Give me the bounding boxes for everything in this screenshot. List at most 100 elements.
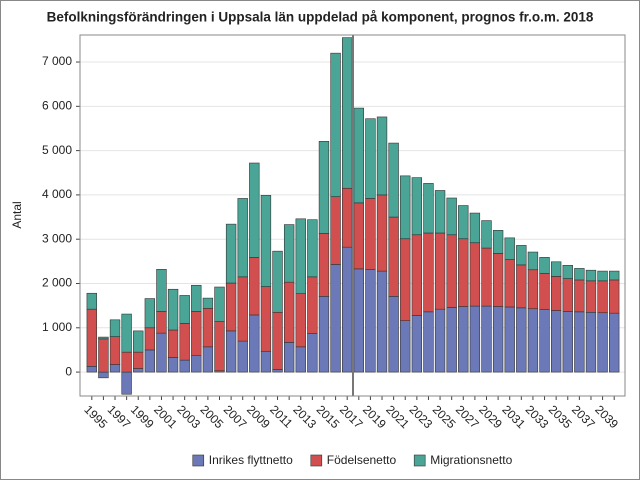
bar-segment: [318, 296, 330, 373]
legend-swatch: [310, 454, 323, 467]
legend: Inrikes flyttnetto Födelsenetto Migrations…: [192, 453, 513, 467]
bar-segment: [492, 230, 504, 254]
bar-segment: [446, 197, 457, 236]
bar-segment: [133, 368, 144, 373]
bar-segment: [225, 223, 237, 284]
bar-segment: [574, 268, 585, 281]
bar-segment: [388, 296, 399, 373]
bar-segment: [307, 333, 318, 373]
bar-segment: [283, 342, 295, 373]
bar-segment: [237, 198, 248, 278]
bar-segment: [260, 195, 272, 287]
bar-segment: [574, 311, 585, 373]
y-tick-label: 7 000: [42, 54, 72, 68]
bar-segment: [388, 216, 399, 297]
bar-segment: [550, 261, 562, 277]
bar-segment: [109, 319, 121, 337]
legend-swatch: [413, 454, 426, 467]
bar-segment: [144, 298, 156, 329]
bar-segment: [423, 183, 434, 234]
bar-segment: [562, 278, 573, 312]
bar-segment: [179, 359, 190, 373]
bar-segment: [191, 284, 202, 312]
bar-segment: [400, 175, 411, 240]
bar-segment: [121, 371, 132, 395]
bar-segment: [446, 234, 457, 308]
bar-segment: [585, 311, 597, 373]
bar-segment: [179, 323, 190, 361]
bar-segment: [295, 346, 306, 373]
bar-segment: [342, 246, 353, 373]
bar-segment: [562, 265, 573, 279]
bar-segment: [597, 270, 608, 282]
bar-segment: [469, 305, 481, 373]
bar-segment: [249, 162, 260, 258]
y-tick-label: 0: [65, 364, 72, 378]
bar-segment: [330, 264, 341, 373]
bar-segment: [225, 330, 237, 373]
bar-segment: [458, 205, 469, 240]
bar-segment: [144, 349, 156, 373]
bar-segment: [516, 307, 527, 373]
bar-segment: [365, 269, 376, 373]
legend-label: Inrikes flyttnetto: [209, 453, 293, 467]
bar-segment: [342, 37, 353, 189]
bar-segment: [318, 141, 330, 234]
bar-segment: [539, 257, 550, 274]
bar-segment: [295, 218, 306, 294]
bar-segment: [191, 355, 202, 373]
bar-segment: [469, 242, 481, 307]
bar-segment: [446, 307, 457, 373]
bar-segment: [550, 310, 562, 373]
bar-segment: [318, 233, 330, 297]
bar-segment: [400, 320, 411, 373]
bar-segment: [504, 237, 515, 260]
bar-segment: [121, 351, 132, 373]
y-tick-label: 1 000: [42, 320, 72, 334]
y-tick-label: 2 000: [42, 276, 72, 290]
bar-segment: [249, 314, 260, 373]
bar-segment: [156, 269, 167, 312]
bar-segment: [144, 327, 156, 351]
bar-segment: [272, 250, 283, 313]
bar-segment: [458, 238, 469, 307]
bar-segment: [492, 306, 504, 373]
bar-segment: [376, 194, 388, 272]
legend-swatch: [192, 454, 205, 467]
bar-segment: [597, 312, 608, 373]
bar-segment: [365, 118, 376, 199]
bar-segment: [342, 187, 353, 248]
bar-segment: [411, 177, 423, 236]
bar-segment: [202, 307, 214, 348]
bar-segment: [98, 338, 109, 373]
bar-segment: [376, 116, 388, 196]
legend-label: Migrationsnetto: [430, 453, 512, 467]
bar-segment: [423, 311, 434, 373]
bar-segment: [307, 276, 318, 334]
bar-segment: [295, 293, 306, 348]
bar-segment: [214, 286, 225, 322]
bar-segment: [202, 346, 214, 373]
bar-segment: [191, 311, 202, 356]
bar-segment: [539, 273, 550, 310]
bar-segment: [585, 269, 597, 282]
bar-segment: [516, 264, 527, 309]
bar-segment: [469, 212, 481, 244]
bar-segment: [434, 232, 446, 310]
bar-segment: [539, 309, 550, 373]
bar-segment: [504, 306, 515, 373]
bar-segment: [516, 245, 527, 266]
bar-segment: [214, 321, 225, 372]
y-axis-title: Antal: [10, 201, 24, 228]
bar-segment: [527, 269, 539, 310]
plot-frame: [79, 34, 626, 397]
bar-segment: [121, 313, 132, 353]
bar-segment: [98, 371, 109, 379]
bar-segment: [609, 270, 620, 281]
bar-segment: [481, 220, 492, 249]
bar-segment: [249, 257, 260, 316]
bar-segment: [237, 276, 248, 342]
bar-segment: [283, 224, 295, 283]
bar-segment: [86, 292, 97, 310]
